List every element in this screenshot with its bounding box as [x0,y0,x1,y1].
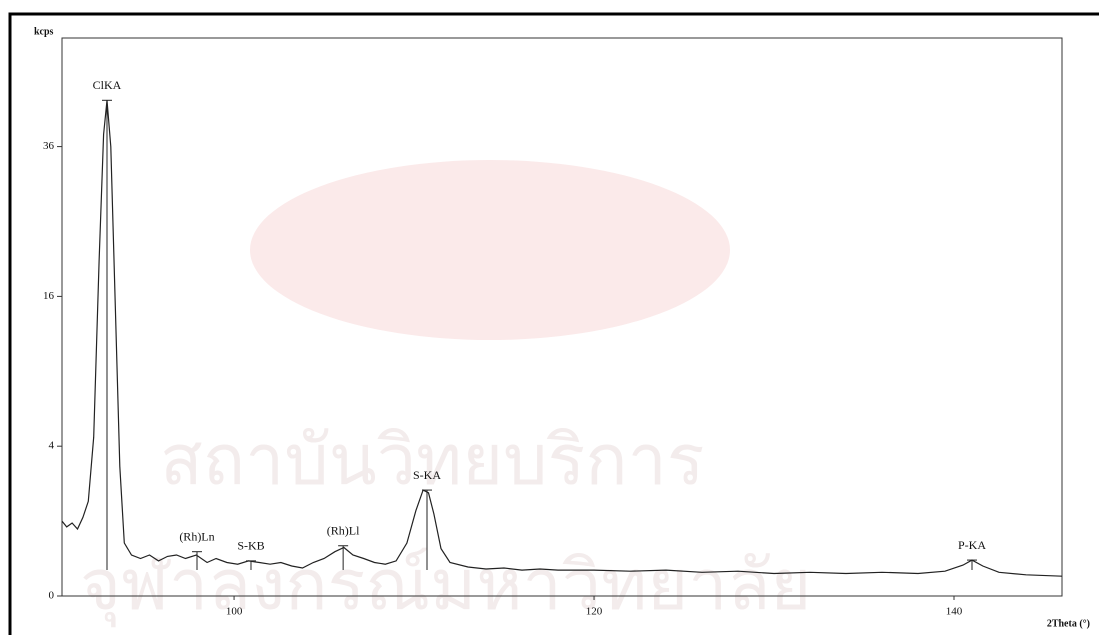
x-tick-label: 100 [226,606,243,618]
peak-label: S-KA [413,468,441,482]
peak-label: P-KA [958,538,986,552]
peak-label: S-KB [237,539,264,553]
outer-frame [8,12,1099,635]
x-tick-label: 120 [586,606,603,618]
y-tick-label: 36 [43,140,55,152]
watermark-text: จุฬาลงกรณ์มหาวิทยาลัย [80,544,811,628]
x-tick-label: 140 [946,606,963,618]
y-tick-label: 4 [49,440,55,452]
peak-label: (Rh)Ln [179,529,214,543]
y-axis-label: kcps [34,26,54,37]
spectrum-line [61,100,1063,577]
watermark-text: สถาบันวิทยบริการ [160,419,704,501]
watermark-emblem [250,160,730,340]
y-tick-label: 16 [43,290,55,302]
x-axis-label: 2Theta (°) [1047,618,1090,629]
peak-label: ClKA [93,78,122,92]
plot-frame [61,37,1063,597]
y-tick-label: 0 [49,590,55,602]
peak-label: (Rh)Ll [327,524,360,538]
